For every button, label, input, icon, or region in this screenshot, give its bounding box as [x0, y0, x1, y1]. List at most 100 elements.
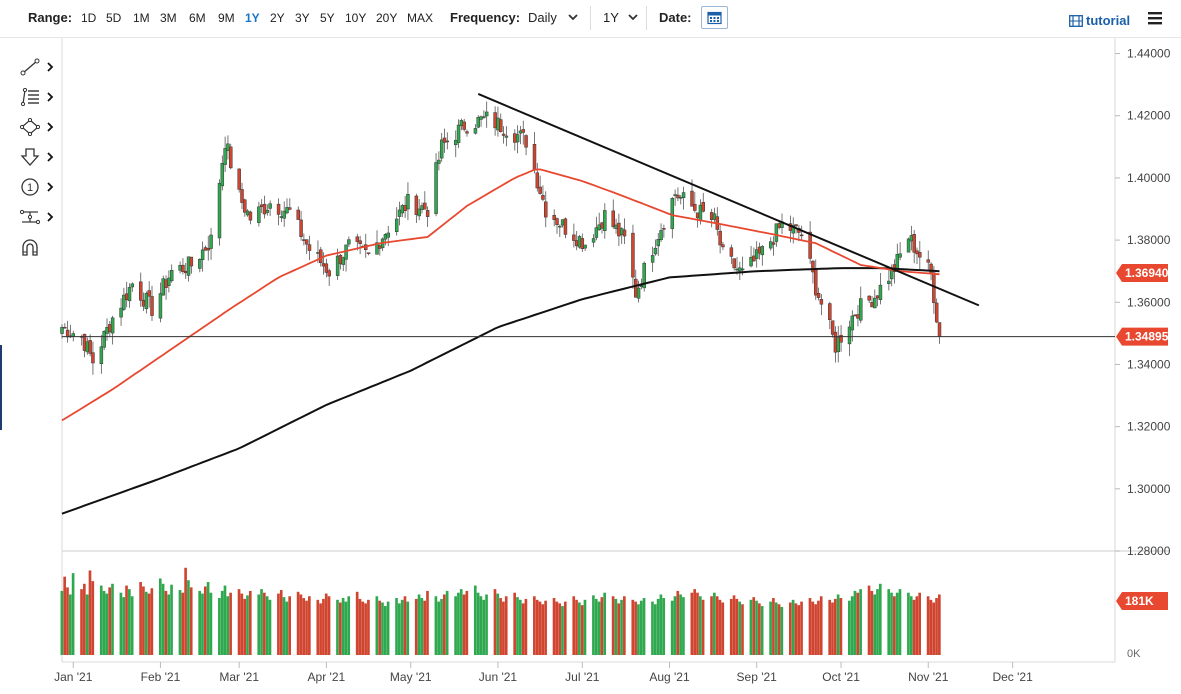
volume-bar — [167, 594, 171, 655]
volume-bar — [592, 595, 595, 655]
volume-bar — [918, 592, 921, 655]
candle-up — [71, 333, 75, 337]
volume-bar — [583, 599, 587, 655]
volume-bar — [594, 598, 598, 655]
volume-bar — [617, 603, 621, 655]
chevron-down-icon[interactable] — [567, 12, 579, 22]
period-select[interactable]: 1Y — [603, 10, 619, 25]
x-tick-label: Jul '21 — [565, 670, 600, 684]
date-picker-button[interactable] — [701, 6, 728, 29]
volume-bar — [662, 598, 666, 655]
chevron-right-icon — [47, 152, 54, 162]
volume-bar — [718, 599, 722, 655]
volume-bar — [398, 603, 401, 655]
candle-down — [139, 281, 143, 301]
volume-bar — [713, 592, 716, 655]
candle-up — [769, 241, 773, 249]
candle-up — [85, 341, 90, 353]
numbered-annotation-icon: 1 — [21, 178, 39, 196]
candle-down — [555, 218, 559, 225]
candle-down — [622, 229, 627, 237]
volume-bar — [679, 594, 682, 655]
candle-up — [909, 235, 914, 242]
candle-down — [816, 293, 821, 298]
range-button-1m[interactable]: 1M — [133, 11, 150, 25]
candle-down — [808, 231, 812, 259]
y-tick-label: 1.34000 — [1127, 357, 1171, 371]
candle-down — [634, 278, 638, 298]
chevron-down-icon[interactable] — [627, 12, 639, 22]
volume-bar — [620, 599, 623, 655]
volume-bar — [243, 598, 246, 655]
line-tool-button[interactable] — [20, 56, 60, 78]
candle-down — [574, 240, 579, 247]
volume-bar — [63, 576, 66, 655]
measure-tool-icon — [20, 209, 40, 225]
shape-tool-button[interactable] — [20, 116, 60, 138]
tutorial-link[interactable]: tutorial — [1069, 13, 1130, 28]
range-button-3y[interactable]: 3Y — [295, 11, 310, 25]
magnet-tool-button[interactable] — [20, 236, 60, 258]
range-button-1y[interactable]: 1Y — [245, 11, 260, 25]
candle-up — [614, 224, 618, 229]
range-button-6m[interactable]: 6M — [189, 11, 206, 25]
candle-up — [439, 139, 444, 159]
measure-tool-button[interactable] — [20, 206, 60, 228]
volume-bar — [102, 590, 106, 655]
candle-up — [245, 210, 250, 216]
candle-up — [679, 196, 683, 199]
volume-bar — [108, 587, 111, 655]
volume-bar — [535, 599, 539, 655]
time-axis: Jan '21 Feb '21 Mar '21 Apr '21 May '21 Jun '… — [54, 662, 1033, 684]
volume-bar — [690, 592, 694, 655]
volume-bar — [819, 596, 823, 655]
frequency-select[interactable]: Daily — [528, 10, 557, 25]
range-button-9m[interactable]: 9M — [218, 11, 235, 25]
candle-down — [65, 329, 70, 338]
candle-down — [366, 252, 371, 255]
annotation-tool-button[interactable]: 1 — [20, 176, 60, 198]
candle-down — [358, 240, 362, 244]
candle-down — [535, 172, 540, 189]
range-button-max[interactable]: MAX — [407, 11, 434, 25]
volume-bar — [653, 604, 657, 655]
candle-up — [223, 148, 227, 165]
volume-bar — [119, 592, 123, 655]
candle-down — [771, 242, 776, 245]
range-button-20y[interactable]: 20Y — [376, 11, 398, 25]
film-icon — [1069, 14, 1083, 27]
volume-bar — [479, 596, 483, 655]
candle-down — [709, 212, 714, 220]
y-tick-label: 1.30000 — [1127, 482, 1171, 496]
range-button-2y[interactable]: 2Y — [270, 11, 285, 25]
candle-up — [898, 253, 902, 258]
volume-bar — [926, 596, 930, 655]
candle-up — [878, 284, 883, 301]
hamburger-menu-icon[interactable] — [1147, 10, 1163, 26]
volume-bar — [473, 585, 477, 655]
candle-up — [740, 268, 745, 271]
candle-down — [600, 222, 604, 229]
fibonacci-tool-button[interactable] — [20, 86, 60, 108]
candle-down — [327, 270, 331, 277]
candle-down — [513, 133, 517, 143]
range-button-3m[interactable]: 3M — [160, 11, 177, 25]
range-button-10y[interactable]: 10Y — [345, 11, 367, 25]
volume-bar — [344, 601, 348, 655]
ma-short-price-tag-label: 1.36940 — [1125, 266, 1169, 280]
range-button-5y[interactable]: 5Y — [320, 11, 335, 25]
volume-bar — [780, 606, 784, 655]
y-tick-label: 1.44000 — [1127, 47, 1171, 61]
volume-bar — [597, 601, 601, 655]
candle-down — [631, 232, 635, 278]
range-button-5d[interactable]: 5D — [106, 11, 122, 25]
volume-bar — [682, 597, 685, 655]
volume-bar — [457, 592, 460, 655]
range-button-1d[interactable]: 1D — [81, 11, 97, 25]
candle-up — [99, 346, 104, 364]
arrow-tool-button[interactable] — [20, 146, 60, 168]
volume-bar — [105, 593, 109, 655]
candle-down — [445, 140, 450, 143]
candle-down — [676, 194, 680, 199]
